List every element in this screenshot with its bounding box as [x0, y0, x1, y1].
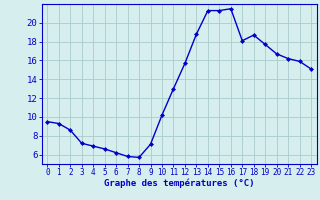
X-axis label: Graphe des températures (°C): Graphe des températures (°C): [104, 179, 254, 188]
